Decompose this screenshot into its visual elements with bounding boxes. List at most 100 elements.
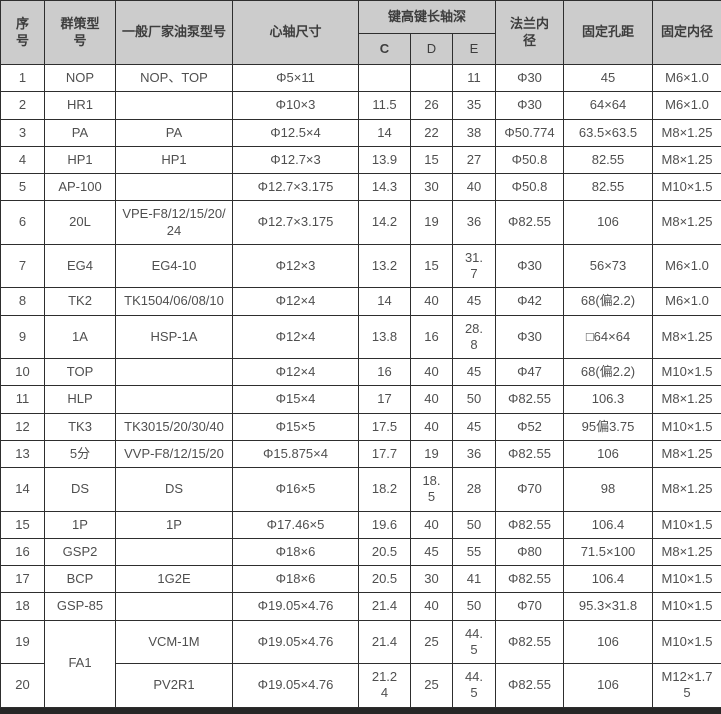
cell-pitch: 82.55 [564, 146, 653, 173]
cell-pump: 1G2E [116, 566, 233, 593]
cell-e: 50 [453, 511, 496, 538]
cell-pitch: 82.55 [564, 174, 653, 201]
cell-c: 14 [359, 119, 411, 146]
column-header-fixed-id: 固定内径 [653, 1, 721, 65]
cell-c: 21.4 [359, 593, 411, 620]
cell-d [411, 65, 453, 92]
cell-e: 11 [453, 65, 496, 92]
cell-fid: M10×1.5 [653, 620, 721, 664]
cell-d: 25 [411, 664, 453, 708]
cell-no: 12 [1, 413, 45, 440]
cell-flange: Φ80 [496, 538, 564, 565]
cell-no: 13 [1, 440, 45, 467]
cell-fid: M8×1.25 [653, 201, 721, 245]
cell-pitch: 106 [564, 440, 653, 467]
cell-c: 17 [359, 386, 411, 413]
cell-d: 18. 5 [411, 468, 453, 512]
cell-flange: Φ30 [496, 315, 564, 359]
cell-fid: M10×1.5 [653, 593, 721, 620]
cell-fid: M8×1.25 [653, 538, 721, 565]
cell-spindle: Φ18×6 [233, 566, 359, 593]
cell-pump: DS [116, 468, 233, 512]
cell-fid: M8×1.25 [653, 440, 721, 467]
cell-flange: Φ82.55 [496, 386, 564, 413]
cell-d: 40 [411, 511, 453, 538]
cell-flange: Φ30 [496, 65, 564, 92]
cell-spindle: Φ17.46×5 [233, 511, 359, 538]
cell-fid: M10×1.5 [653, 413, 721, 440]
cell-spindle: Φ19.05×4.76 [233, 664, 359, 708]
cell-fid: M8×1.25 [653, 468, 721, 512]
cell-c: 20.5 [359, 566, 411, 593]
cell-e: 50 [453, 593, 496, 620]
cell-e: 45 [453, 413, 496, 440]
cell-pump: 1P [116, 511, 233, 538]
cell-d: 40 [411, 386, 453, 413]
cell-model: HLP [45, 386, 116, 413]
bottom-edge-bar [0, 708, 721, 714]
cell-fid: M10×1.5 [653, 359, 721, 386]
cell-e: 44. 5 [453, 620, 496, 664]
cell-d: 30 [411, 174, 453, 201]
cell-pump: PA [116, 119, 233, 146]
cell-no: 2 [1, 92, 45, 119]
cell-d: 15 [411, 244, 453, 288]
cell-no: 7 [1, 244, 45, 288]
cell-spindle: Φ12.7×3 [233, 146, 359, 173]
cell-fid: M10×1.5 [653, 174, 721, 201]
cell-model: DS [45, 468, 116, 512]
cell-pump [116, 593, 233, 620]
cell-pump: EG4-10 [116, 244, 233, 288]
cell-model: TK2 [45, 288, 116, 315]
cell-pitch: 45 [564, 65, 653, 92]
cell-pitch: 106.4 [564, 511, 653, 538]
cell-spindle: Φ12.7×3.175 [233, 201, 359, 245]
cell-model: GSP2 [45, 538, 116, 565]
column-header-d: D [411, 34, 453, 65]
cell-c [359, 65, 411, 92]
cell-pump [116, 538, 233, 565]
cell-e: 28. 8 [453, 315, 496, 359]
cell-model: 1P [45, 511, 116, 538]
cell-e: 27 [453, 146, 496, 173]
cell-spindle: Φ12.5×4 [233, 119, 359, 146]
cell-model: HR1 [45, 92, 116, 119]
cell-flange: Φ50.8 [496, 146, 564, 173]
cell-spindle: Φ12×4 [233, 315, 359, 359]
cell-spindle: Φ15×4 [233, 386, 359, 413]
cell-d: 22 [411, 119, 453, 146]
cell-flange: Φ50.774 [496, 119, 564, 146]
cell-no: 17 [1, 566, 45, 593]
cell-fid: M6×1.0 [653, 65, 721, 92]
cell-pump: VPE-F8/12/15/20/ 24 [116, 201, 233, 245]
cell-c: 17.5 [359, 413, 411, 440]
cell-flange: Φ82.55 [496, 511, 564, 538]
cell-no: 11 [1, 386, 45, 413]
cell-d: 15 [411, 146, 453, 173]
cell-fid: M8×1.25 [653, 119, 721, 146]
cell-model: EG4 [45, 244, 116, 288]
cell-model: PA [45, 119, 116, 146]
cell-spindle: Φ19.05×4.76 [233, 593, 359, 620]
cell-c: 21.4 [359, 620, 411, 664]
column-header-spindle-size: 心轴尺寸 [233, 1, 359, 65]
cell-pump: HP1 [116, 146, 233, 173]
cell-e: 36 [453, 201, 496, 245]
cell-flange: Φ82.55 [496, 201, 564, 245]
cell-e: 45 [453, 288, 496, 315]
cell-no: 9 [1, 315, 45, 359]
column-header-serial: 序 号 [1, 1, 45, 65]
column-header-flange-id: 法兰内 径 [496, 1, 564, 65]
cell-fid: M10×1.5 [653, 566, 721, 593]
cell-flange: Φ50.8 [496, 174, 564, 201]
